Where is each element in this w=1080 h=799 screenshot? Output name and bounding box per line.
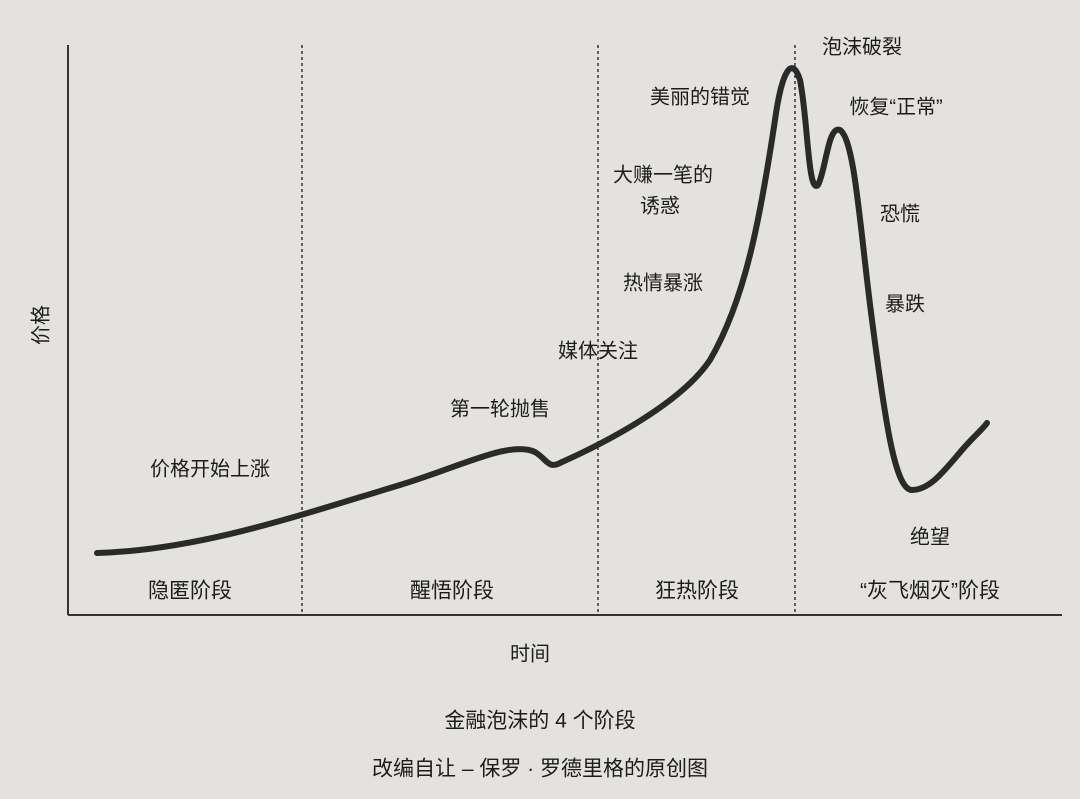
annotation: 美丽的错觉: [650, 85, 750, 108]
annotation: 恢复“正常”: [849, 95, 942, 118]
y-axis-label: 价格: [29, 305, 52, 345]
annotation: 泡沫破裂: [822, 35, 902, 58]
phase-label: “灰飞烟灭”阶段: [860, 580, 1000, 603]
annotation: 绝望: [910, 525, 950, 548]
phase-label: 醒悟阶段: [410, 580, 494, 603]
annotation: 媒体关注: [558, 339, 638, 362]
caption-title: 金融泡沫的 4 个阶段: [444, 710, 635, 733]
annotation: 恐慌: [880, 202, 920, 225]
x-axis-label: 时间: [510, 642, 550, 665]
annotation: 诱惑: [640, 194, 680, 217]
phase-label: 隐匿阶段: [148, 580, 232, 603]
annotation: 暴跌: [885, 292, 925, 315]
bubble-curve: [94, 65, 990, 556]
annotation: 热情暴涨: [623, 271, 703, 294]
annotation: 价格开始上涨: [150, 457, 270, 480]
annotation: 第一轮抛售: [450, 397, 550, 420]
annotation: 大赚一笔的: [613, 163, 713, 186]
caption-source: 改编自让 – 保罗 · 罗德里格的原创图: [372, 758, 708, 781]
phase-label: 狂热阶段: [655, 580, 739, 603]
